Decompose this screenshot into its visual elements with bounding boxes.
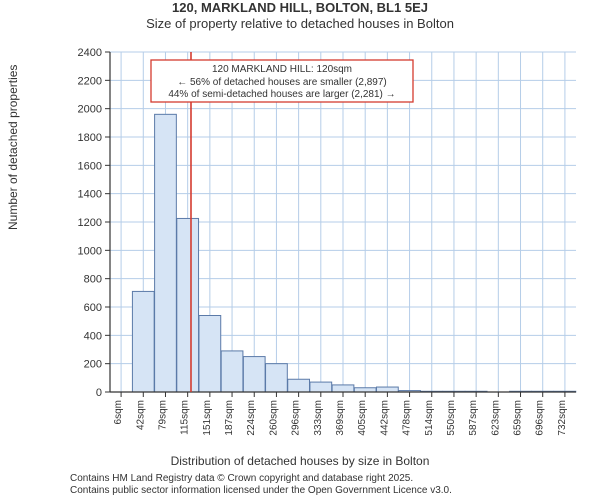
y-axis-label: Number of detached properties <box>6 65 20 230</box>
x-tick-label: 442sqm <box>379 400 390 436</box>
y-tick-label: 2000 <box>78 104 102 116</box>
x-tick-label: 550sqm <box>446 400 457 436</box>
histogram-bar <box>221 351 243 392</box>
x-tick-label: 478sqm <box>402 400 413 436</box>
histogram-bar <box>377 387 399 392</box>
histogram-svg: 0 200 400 600 800 1000 1200 1400 1600 1800 2000 220… <box>70 48 580 440</box>
attribution-line2: Contains public sector information licen… <box>70 485 452 497</box>
y-tick-label: 1000 <box>78 245 102 257</box>
y-tick-label: 1600 <box>78 160 102 172</box>
x-tick-label: 115sqm <box>180 400 191 435</box>
histogram-bar <box>132 291 154 392</box>
x-tick-label: 224sqm <box>246 400 257 436</box>
x-tick-label: 696sqm <box>535 400 546 436</box>
x-tick-label: 732sqm <box>557 400 568 436</box>
x-tick-label: 151sqm <box>202 400 213 436</box>
chart-subtitle: Size of property relative to detached ho… <box>0 16 600 32</box>
attribution-line1: Contains HM Land Registry data © Crown c… <box>70 473 452 485</box>
y-tick-label: 200 <box>84 359 102 371</box>
x-tick-label: 514sqm <box>424 400 435 436</box>
x-tick-label: 6sqm <box>113 400 124 424</box>
x-tick-label: 260sqm <box>268 400 279 436</box>
annotation-header: 120 MARKLAND HILL: 120sqm <box>212 64 352 75</box>
histogram-bar <box>288 379 310 392</box>
annotation-line2: 44% of semi-detached houses are larger (… <box>168 89 395 100</box>
histogram-bar <box>155 114 177 392</box>
x-tick-label: 659sqm <box>513 400 524 436</box>
histogram-bar <box>177 218 199 392</box>
x-tick-label: 623sqm <box>490 400 501 436</box>
x-tick-label: 369sqm <box>335 400 346 436</box>
x-tick-label: 333sqm <box>313 400 324 436</box>
y-tick-label: 2400 <box>78 48 102 59</box>
histogram-bar <box>354 388 376 392</box>
y-tick-label: 400 <box>84 330 102 342</box>
x-tick-label: 187sqm <box>224 400 235 436</box>
y-tick-label: 2200 <box>78 75 102 87</box>
y-tick-label: 1200 <box>78 217 102 229</box>
x-tick-label: 296sqm <box>291 400 302 436</box>
x-tick-label: 79sqm <box>157 400 168 430</box>
chart-title: 120, MARKLAND HILL, BOLTON, BL1 5EJ <box>0 0 600 16</box>
x-axis-label: Distribution of detached houses by size … <box>0 454 600 468</box>
plot-area: 0 200 400 600 800 1000 1200 1400 1600 1800 2000 220… <box>70 48 580 398</box>
y-tick-label: 800 <box>84 274 102 286</box>
attribution: Contains HM Land Registry data © Crown c… <box>70 473 452 496</box>
y-tick-label: 1400 <box>78 189 102 201</box>
histogram-bar <box>310 382 332 392</box>
x-tick-label: 587sqm <box>468 400 479 436</box>
x-tick-label: 405sqm <box>357 400 368 436</box>
y-tick-label: 600 <box>84 302 102 314</box>
y-tick-label: 1800 <box>78 132 102 144</box>
histogram-bar <box>243 357 265 392</box>
histogram-bar <box>266 364 288 392</box>
annotation-line1: ← 56% of detached houses are smaller (2,… <box>177 77 387 88</box>
y-tick-label: 0 <box>96 387 102 399</box>
histogram-bar <box>332 385 354 392</box>
x-tick-label: 42sqm <box>135 400 146 430</box>
histogram-bar <box>199 316 221 393</box>
